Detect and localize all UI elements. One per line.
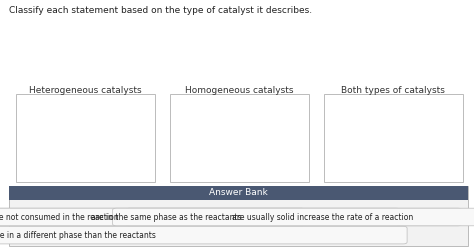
Text: are usually solid: are usually solid [232, 213, 294, 221]
FancyBboxPatch shape [170, 94, 309, 182]
Text: Homogeneous catalysts: Homogeneous catalysts [185, 86, 293, 95]
FancyBboxPatch shape [9, 186, 468, 246]
FancyBboxPatch shape [126, 208, 400, 226]
FancyBboxPatch shape [113, 208, 474, 226]
FancyBboxPatch shape [9, 186, 468, 200]
Text: increase the rate of a reaction: increase the rate of a reaction [297, 213, 414, 221]
Text: Answer Bank: Answer Bank [209, 188, 267, 197]
FancyBboxPatch shape [0, 226, 407, 244]
FancyBboxPatch shape [16, 94, 155, 182]
FancyBboxPatch shape [0, 208, 305, 226]
Text: Heterogeneous catalysts: Heterogeneous catalysts [29, 86, 142, 95]
Text: Both types of catalysts: Both types of catalysts [341, 86, 446, 95]
FancyBboxPatch shape [0, 208, 462, 226]
Text: are not consumed in the reaction: are not consumed in the reaction [0, 213, 118, 221]
Text: are in the same phase as the reactants: are in the same phase as the reactants [91, 213, 241, 221]
Text: are in a different phase than the reactants: are in a different phase than the reacta… [0, 231, 155, 240]
Text: Classify each statement based on the type of catalyst it describes.: Classify each statement based on the typ… [9, 6, 313, 15]
FancyBboxPatch shape [324, 94, 463, 182]
